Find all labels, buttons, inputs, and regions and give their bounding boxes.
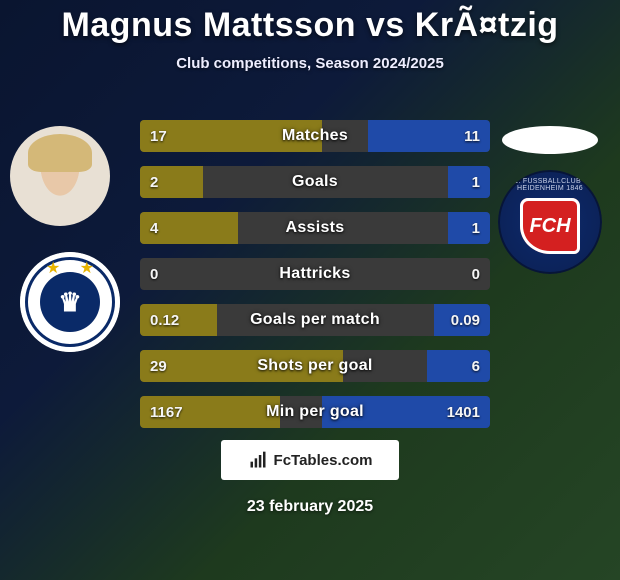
stat-value-right: 0	[462, 258, 490, 290]
stat-value-right: 1	[462, 212, 490, 244]
lion-icon: ♛	[58, 287, 81, 318]
stat-row: Hattricks0 0	[140, 258, 490, 290]
stat-label: Shots per goal	[140, 350, 490, 382]
stat-label: Goals per match	[140, 304, 490, 336]
stat-row: Min per goal11671401	[140, 396, 490, 428]
stat-label: Matches	[140, 120, 490, 152]
stat-row: Shots per goal29 6	[140, 350, 490, 382]
stat-value-left: 2	[140, 166, 168, 198]
stat-value-right: 1401	[437, 396, 490, 428]
stat-value-left: 0.12	[140, 304, 189, 336]
date-text: 23 february 2025	[0, 498, 620, 516]
stat-value-left: 17	[140, 120, 177, 152]
stat-row: Goals per match0.12 0.09	[140, 304, 490, 336]
stat-value-left: 29	[140, 350, 177, 382]
stats-container: Matches1711Goals21Assists41Hattricks00Go…	[140, 120, 490, 442]
branding-text: FcTables.com	[274, 452, 373, 469]
stat-value-right: 0.09	[441, 304, 490, 336]
stat-value-left: 4	[140, 212, 168, 244]
page-subtitle: Club competitions, Season 2024/2025	[0, 55, 620, 72]
stat-value-right: 6	[462, 350, 490, 382]
stat-value-left: 0	[140, 258, 168, 290]
chart-icon	[248, 450, 268, 470]
page-title: Magnus Mattsson vs KrÃ¤tzig	[0, 0, 620, 45]
stat-row: Assists4 1	[140, 212, 490, 244]
stat-row: Goals2 1	[140, 166, 490, 198]
club-right-abbrev: FCH	[520, 198, 580, 254]
stat-label: Goals	[140, 166, 490, 198]
stat-row: Matches17 11	[140, 120, 490, 152]
player-left-photo	[10, 126, 110, 226]
player-right-placeholder	[502, 126, 598, 154]
club-left-logo: ★ ★ ♛	[20, 252, 120, 352]
stat-value-right: 11	[454, 120, 490, 152]
club-right-arc-text: 1. FUSSBALLCLUB · HEIDENHEIM 1846	[508, 178, 592, 192]
stat-value-left: 1167	[140, 396, 193, 428]
stat-label: Hattricks	[140, 258, 490, 290]
stat-label: Assists	[140, 212, 490, 244]
stat-value-right: 1	[462, 166, 490, 198]
club-right-logo: 1. FUSSBALLCLUB · HEIDENHEIM 1846 FCH	[498, 170, 602, 274]
branding-badge: FcTables.com	[221, 440, 399, 480]
